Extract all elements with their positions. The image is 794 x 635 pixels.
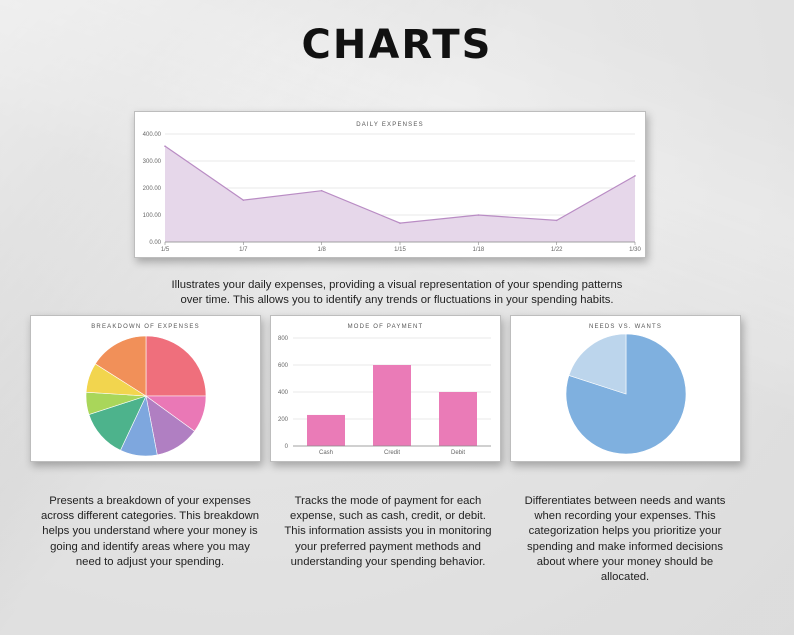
needs-chart: NEEDS VS. WANTS (565, 324, 687, 455)
breakdown-chart: BREAKDOWN OF EXPENSES (85, 324, 207, 457)
pie-slice (145, 335, 207, 397)
x-tick-label: 1/30 (629, 247, 641, 253)
needs-caption: Differentiates between needs and wants w… (524, 495, 726, 584)
x-tick-label: 1/5 (161, 247, 170, 253)
y-tick-label: 600 (278, 363, 289, 369)
bar (439, 392, 477, 446)
x-tick-label: 1/15 (394, 247, 406, 253)
x-tick-label: Credit (384, 450, 400, 456)
y-tick-label: 400 (278, 390, 289, 396)
data-point (477, 214, 480, 216)
page-title: CHARTS (301, 22, 493, 68)
y-tick-label: 800 (278, 336, 289, 342)
chart-title: DAILY EXPENSES (356, 122, 424, 128)
bar (307, 414, 345, 446)
y-tick-label: 0 (285, 444, 289, 450)
data-point (242, 199, 245, 201)
payment-card: MODE OF PAYMENT 800 600 400 200 0 Cash Credit De… (270, 315, 501, 462)
payment-caption: Tracks the mode of payment for each expe… (284, 495, 492, 568)
data-point (320, 189, 323, 192)
pie-slice (568, 333, 627, 395)
y-tick-label: 0.00 (149, 240, 161, 246)
data-point (399, 222, 401, 224)
needs-card: NEEDS VS. WANTS (510, 315, 741, 462)
y-tick-label: 100.00 (143, 213, 162, 219)
x-tick-label: 1/22 (551, 247, 563, 253)
daily-expenses-card: DAILY EXPENSES 400.00 300.00 200.00 100.00 0.… (134, 111, 646, 258)
pie-slice (94, 335, 147, 397)
y-tick-label: 200.00 (143, 186, 162, 192)
x-tick-label: Debit (451, 450, 465, 456)
chart-title: MODE OF PAYMENT (348, 324, 424, 330)
breakdown-caption: Presents a breakdown of your expenses ac… (40, 495, 260, 568)
x-tick-label: 1/18 (472, 247, 484, 253)
payment-chart: MODE OF PAYMENT 800 600 400 200 0 Cash Credit De… (278, 324, 491, 456)
x-tick-label: Cash (319, 450, 333, 456)
daily-expenses-chart: DAILY EXPENSES 400.00 300.00 200.00 100.00 0.… (143, 122, 642, 253)
x-tick-label: 1/8 (317, 247, 326, 253)
y-tick-label: 300.00 (143, 159, 162, 165)
y-tick-label: 200 (278, 417, 289, 423)
daily-expenses-caption: Illustrates your daily expenses, providi… (171, 279, 623, 307)
x-tick-label: 1/7 (239, 247, 248, 253)
data-point (634, 175, 636, 177)
chart-title: BREAKDOWN OF EXPENSES (91, 324, 200, 330)
breakdown-card: BREAKDOWN OF EXPENSES (30, 315, 261, 462)
data-point (164, 145, 166, 147)
chart-title: NEEDS VS. WANTS (589, 324, 662, 330)
pie-slice (565, 333, 687, 455)
bar (373, 365, 411, 446)
data-point (555, 219, 558, 222)
y-tick-label: 400.00 (143, 132, 162, 138)
